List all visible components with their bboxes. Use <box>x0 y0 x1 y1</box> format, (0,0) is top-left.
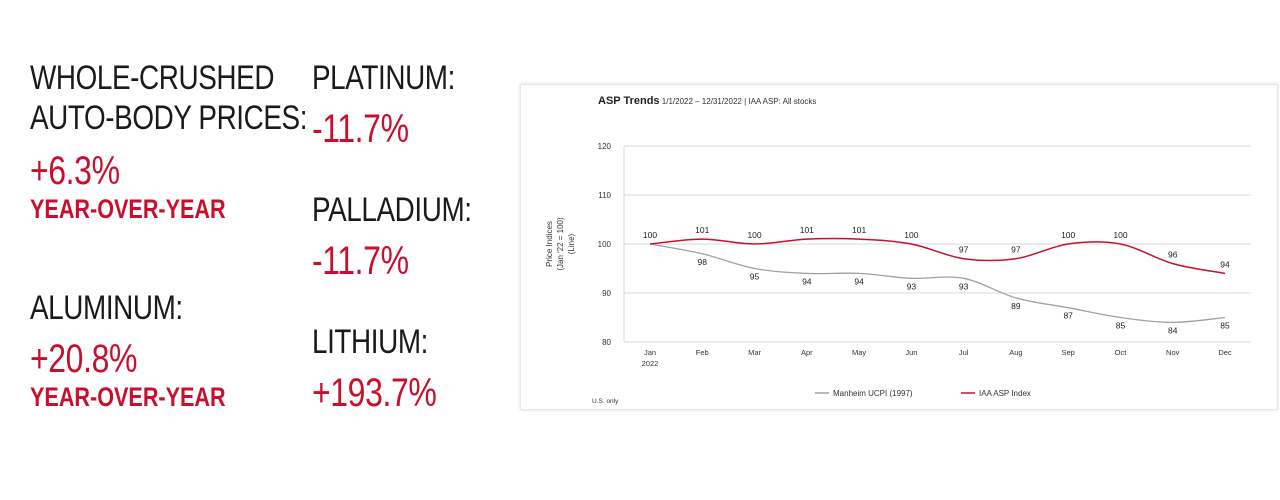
x-tick-label: Sep <box>1062 348 1075 357</box>
data-label-asp: 97 <box>959 245 969 255</box>
data-label-asp: 100 <box>747 230 761 240</box>
y-axis-label: (Line) <box>567 233 576 254</box>
x-tick-label: May <box>852 348 866 357</box>
lithium-label: LITHIUM: <box>312 323 428 361</box>
data-label-ucpi: 89 <box>1011 301 1021 311</box>
y-tick-label: 120 <box>598 142 612 151</box>
platinum-label: PLATINUM: <box>312 59 455 97</box>
asp-trends-chart: ASP Trends 1/1/2022 – 12/31/2022 | IAA A… <box>545 95 1251 405</box>
platinum-value: -11.7% <box>312 107 409 151</box>
y-axis-label: (Jan '22 = 100) <box>556 217 565 271</box>
palladium-label: PALLADIUM: <box>312 191 472 229</box>
stat-platinum: PLATINUM: -11.7% <box>312 58 486 152</box>
series-line-asp <box>649 237 1226 275</box>
x-tick-label: Jun <box>905 348 917 357</box>
crushed-sub: YEAR-OVER-YEAR <box>30 194 226 224</box>
data-label-asp: 100 <box>1113 230 1127 240</box>
stat-crushed: WHOLE-CRUSHED AUTO-BODY PRICES: +6.3% YE… <box>30 58 368 224</box>
data-label-ucpi: 98 <box>698 257 708 267</box>
legend-entry-asp: IAA ASP Index <box>979 389 1031 398</box>
chart-title-text: ASP Trends <box>598 95 660 107</box>
palladium-value: -11.7% <box>312 239 409 283</box>
asp-trends-chart-panel: ASP Trends 1/1/2022 – 12/31/2022 | IAA A… <box>520 84 1278 410</box>
aluminum-label: ALUMINUM: <box>30 289 183 327</box>
y-tick-label: 80 <box>602 338 611 347</box>
x-tick-label: Feb <box>696 348 709 357</box>
data-label-asp: 101 <box>695 225 709 235</box>
aluminum-sub: YEAR-OVER-YEAR <box>30 382 226 412</box>
y-tick-label: 90 <box>602 289 611 298</box>
x-tick-label: Jan <box>644 348 656 357</box>
data-label-asp: 101 <box>800 225 814 235</box>
chart-footnote: U.S. only <box>592 398 619 405</box>
chart-title: ASP Trends 1/1/2022 – 12/31/2022 | IAA A… <box>598 95 816 107</box>
x-tick-label: Apr <box>801 348 813 357</box>
data-label-ucpi: 94 <box>802 276 812 286</box>
data-label-ucpi: 84 <box>1168 325 1178 335</box>
data-label-asp: 100 <box>904 230 918 240</box>
data-label-ucpi: 93 <box>959 281 969 291</box>
data-label-ucpi: 94 <box>854 276 864 286</box>
x-tick-label: Oct <box>1115 348 1128 357</box>
data-label-asp: 97 <box>1011 245 1021 255</box>
data-label-asp: 100 <box>643 230 657 240</box>
crushed-label-line-2: AUTO-BODY PRICES: <box>30 99 308 137</box>
x-tick-label: Aug <box>1009 348 1022 357</box>
data-label-asp: 101 <box>852 225 866 235</box>
crushed-label-line-1: WHOLE-CRUSHED <box>30 59 275 97</box>
series-line-ucpi <box>649 243 1226 324</box>
y-tick-label: 100 <box>598 240 612 249</box>
chart-subtitle: 1/1/2022 – 12/31/2022 | IAA ASP: All sto… <box>660 97 817 106</box>
legend-entry-ucpi: Manheim UCPI (1997) <box>833 389 913 398</box>
x-tick-label: Jul <box>959 348 969 357</box>
data-label-ucpi: 87 <box>1063 311 1073 321</box>
y-axis-label: Price Indices <box>545 221 554 267</box>
data-label-ucpi: 85 <box>1220 321 1230 331</box>
x-tick-sublabel: 2022 <box>642 359 659 368</box>
crushed-value: +6.3% <box>30 149 120 193</box>
data-label-asp: 96 <box>1168 250 1178 260</box>
data-label-asp: 94 <box>1220 259 1230 269</box>
data-label-ucpi: 95 <box>750 272 760 282</box>
data-label-ucpi: 85 <box>1116 321 1126 331</box>
stat-aluminum: ALUMINUM: +20.8% YEAR-OVER-YEAR <box>30 288 275 412</box>
aluminum-value: +20.8% <box>30 337 138 381</box>
lithium-value: +193.7% <box>312 371 437 415</box>
stat-palladium: PALLADIUM: -11.7% <box>312 190 507 284</box>
data-label-asp: 100 <box>1061 230 1075 240</box>
data-label-ucpi: 93 <box>907 281 917 291</box>
stat-lithium: LITHIUM: +193.7% <box>312 322 468 416</box>
x-tick-label: Dec <box>1218 348 1232 357</box>
x-tick-label: Nov <box>1166 348 1180 357</box>
x-tick-label: Mar <box>748 348 761 357</box>
y-tick-label: 110 <box>598 191 611 200</box>
